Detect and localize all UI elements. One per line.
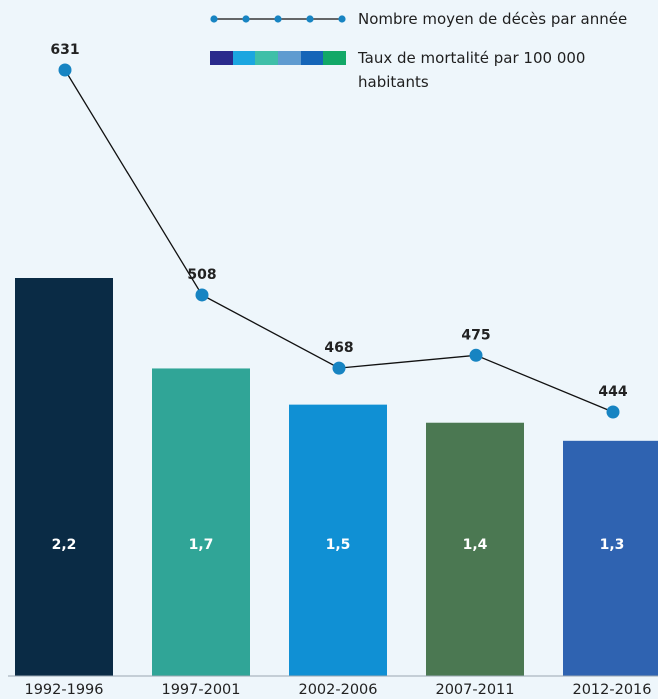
legend-swatch-segment <box>255 51 279 65</box>
bar-2012-2016 <box>563 440 658 676</box>
x-tick-label: 1992-1996 <box>24 682 103 698</box>
line-point <box>195 288 209 302</box>
line-point <box>469 348 483 362</box>
x-tick-label: 2002-2006 <box>298 682 377 698</box>
bar-value-label: 1,5 <box>326 537 351 553</box>
bar-value-label: 1,7 <box>189 537 214 553</box>
bar-1992-1996 <box>15 278 113 676</box>
legend-line-label: Nombre moyen de décès par année <box>358 10 628 28</box>
line-value-label: 468 <box>324 340 353 356</box>
bar-value-label: 1,3 <box>600 537 625 553</box>
line-point <box>606 405 620 419</box>
x-tick-label: 2007-2011 <box>435 682 514 698</box>
bar-1997-2001 <box>152 368 250 676</box>
bar-2002-2006 <box>289 404 387 676</box>
bar-value-label: 1,4 <box>463 537 488 553</box>
x-tick-label: 1997-2001 <box>161 682 240 698</box>
legend-swatch-segment <box>323 51 347 65</box>
bar-value-label: 2,2 <box>52 537 77 553</box>
legend-bar-entry: Taux de mortalité par 100 000 habitants <box>210 46 650 94</box>
line-value-label: 631 <box>50 42 79 58</box>
legend-swatch-segment <box>278 51 301 65</box>
line-point <box>332 361 346 375</box>
bar-2007-2011 <box>426 422 524 676</box>
line-series <box>64 69 614 413</box>
line-value-label: 508 <box>187 267 216 283</box>
legend-line-entry: Nombre moyen de décès par année <box>210 7 650 31</box>
legend-bar-swatch <box>210 51 347 65</box>
legend-bar-label: Taux de mortalité par 100 000 habitants <box>358 49 586 91</box>
legend-line-swatch <box>210 15 346 23</box>
legend-swatch-segment <box>300 51 324 65</box>
line-value-label: 444 <box>598 384 627 400</box>
x-tick-label: 2012-2016 <box>572 682 651 698</box>
legend-swatch-segment <box>210 51 233 65</box>
line-point <box>58 63 72 77</box>
line-value-label: 475 <box>461 327 490 343</box>
legend-swatch-segment <box>232 51 256 65</box>
